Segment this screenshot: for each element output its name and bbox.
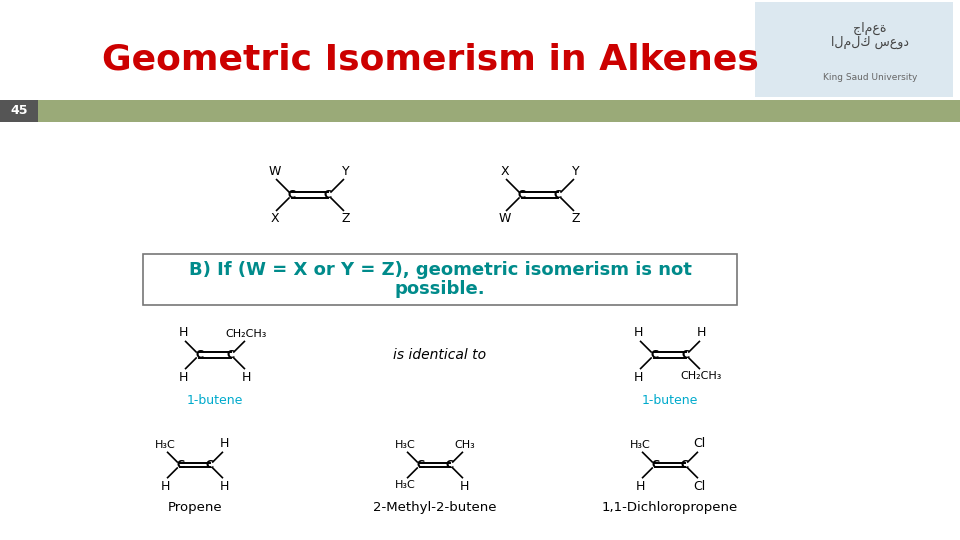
Text: 1-butene: 1-butene xyxy=(187,394,243,407)
Text: C: C xyxy=(554,190,562,200)
Text: H: H xyxy=(634,370,643,383)
Text: W: W xyxy=(269,165,280,178)
Text: Z: Z xyxy=(571,212,580,225)
FancyBboxPatch shape xyxy=(755,2,953,97)
Text: B) If (W = X or Y = Z), geometric isomerism is not: B) If (W = X or Y = Z), geometric isomer… xyxy=(188,261,691,279)
Text: H₃C: H₃C xyxy=(630,441,651,450)
Text: CH₃: CH₃ xyxy=(454,441,475,450)
Text: H: H xyxy=(636,480,645,492)
Text: H: H xyxy=(242,370,252,383)
Text: C: C xyxy=(227,350,235,360)
Text: Z: Z xyxy=(341,212,349,225)
Text: is identical to: is identical to xyxy=(394,348,487,362)
Text: C: C xyxy=(445,460,454,470)
Text: C: C xyxy=(651,460,660,470)
Text: Propene: Propene xyxy=(168,502,223,515)
Text: H: H xyxy=(220,480,229,492)
Text: 1,1-Dichloropropene: 1,1-Dichloropropene xyxy=(602,502,738,515)
Text: C: C xyxy=(417,460,424,470)
Text: CH₂CH₃: CH₂CH₃ xyxy=(681,370,722,381)
Text: 45: 45 xyxy=(11,105,28,118)
Text: Cl: Cl xyxy=(693,437,706,450)
Text: Y: Y xyxy=(571,165,579,178)
Text: Geometric Isomerism in Alkenes: Geometric Isomerism in Alkenes xyxy=(102,43,758,77)
Text: CH₂CH₃: CH₂CH₃ xyxy=(226,329,267,340)
Bar xyxy=(0,100,38,122)
Text: H₃C: H₃C xyxy=(396,480,416,490)
Text: W: W xyxy=(498,212,511,225)
Text: H: H xyxy=(179,370,188,383)
Text: C: C xyxy=(324,190,332,200)
Text: 2-Methyl-2-butene: 2-Methyl-2-butene xyxy=(373,502,496,515)
Text: H: H xyxy=(161,480,170,492)
Text: C: C xyxy=(681,460,689,470)
Text: possible.: possible. xyxy=(395,280,486,298)
Text: King Saud University: King Saud University xyxy=(823,73,917,83)
Text: H: H xyxy=(634,327,643,340)
Text: H: H xyxy=(220,437,229,450)
Bar xyxy=(0,100,960,122)
Text: H: H xyxy=(179,327,188,340)
Text: 1-butene: 1-butene xyxy=(642,394,698,407)
Text: H: H xyxy=(697,327,706,340)
Text: C: C xyxy=(195,350,204,360)
Text: C: C xyxy=(177,460,184,470)
Text: H₃C: H₃C xyxy=(156,441,176,450)
Text: C: C xyxy=(650,350,659,360)
FancyBboxPatch shape xyxy=(143,254,737,305)
Text: X: X xyxy=(271,212,279,225)
Text: جامعة: جامعة xyxy=(853,22,887,35)
Text: Y: Y xyxy=(342,165,349,178)
Text: C: C xyxy=(682,350,690,360)
Text: C: C xyxy=(518,190,526,200)
Text: H: H xyxy=(460,480,469,492)
Text: Cl: Cl xyxy=(693,480,706,492)
Text: X: X xyxy=(500,165,509,178)
Text: H₃C: H₃C xyxy=(396,441,416,450)
Text: C: C xyxy=(205,460,214,470)
Text: C: C xyxy=(288,190,296,200)
Text: الملك سعود: الملك سعود xyxy=(831,36,909,49)
